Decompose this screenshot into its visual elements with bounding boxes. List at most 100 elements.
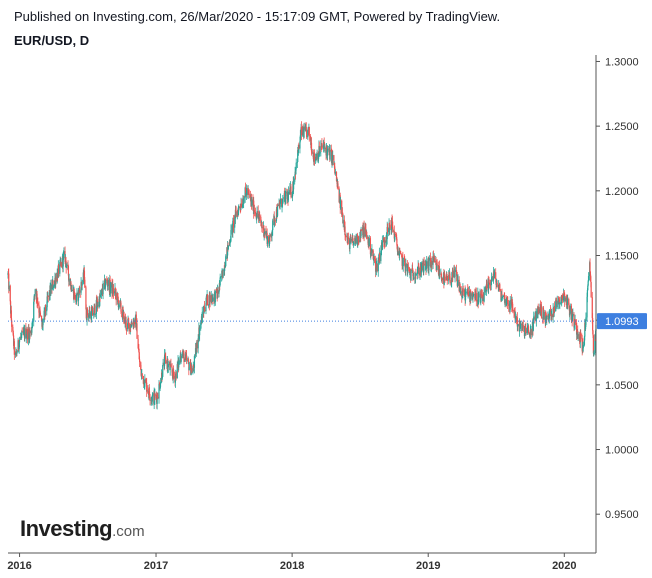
candle-body: [104, 285, 106, 289]
candle-body: [368, 238, 370, 247]
candle-body: [57, 268, 59, 278]
candle-body: [562, 293, 565, 301]
candle-body: [162, 362, 164, 366]
candle-body: [151, 395, 153, 402]
candle-body: [287, 191, 289, 201]
candle-body: [559, 303, 561, 304]
candle-body: [94, 313, 96, 316]
candle-body: [218, 290, 220, 294]
candle-body: [436, 263, 438, 266]
candle-body: [359, 232, 361, 242]
candle-body: [478, 296, 480, 298]
candle-body: [582, 344, 584, 349]
candle-body: [28, 328, 30, 332]
candle-body: [102, 284, 104, 295]
candle-body: [115, 292, 117, 301]
candle-body: [85, 309, 87, 319]
candle-body: [39, 312, 42, 316]
candle-body: [558, 299, 561, 304]
candle-body: [507, 296, 509, 304]
candle-body: [172, 369, 175, 376]
candle-body: [31, 327, 33, 333]
candle-body: [592, 330, 594, 336]
candle-body: [592, 335, 594, 354]
candle-body: [369, 238, 372, 255]
candle-body: [59, 261, 61, 274]
candle-body: [561, 298, 563, 301]
candle-body: [593, 353, 595, 354]
candle-body: [138, 352, 140, 360]
candle-body: [415, 273, 417, 276]
candle-body: [381, 241, 383, 250]
candle-body: [564, 297, 566, 302]
candle-body: [195, 348, 197, 354]
candle-body: [375, 258, 377, 272]
candle-body: [272, 220, 274, 231]
candle-body: [16, 352, 18, 354]
candle-body: [467, 291, 470, 297]
candle-body: [222, 269, 224, 278]
candle-body: [68, 278, 70, 282]
candle-body: [586, 296, 588, 318]
candle-body: [449, 279, 451, 284]
candle-body: [484, 287, 486, 292]
candle-body: [156, 394, 158, 404]
candle-body: [253, 210, 256, 213]
candle-body: [95, 299, 97, 314]
candle-body: [247, 190, 250, 193]
candle-body: [284, 193, 287, 204]
candle-body: [404, 258, 406, 266]
candle-body: [394, 234, 397, 235]
candle-body: [224, 266, 226, 268]
candle-body: [530, 329, 532, 336]
candle-body: [251, 199, 253, 206]
x-tick-label: 2020: [552, 560, 576, 572]
candle-body: [159, 382, 162, 387]
candle-body: [306, 130, 308, 138]
candle-body: [141, 373, 143, 376]
candle-body: [274, 218, 276, 221]
candle-body: [573, 314, 575, 328]
candle-body: [24, 328, 26, 338]
candle-body: [145, 379, 147, 383]
candle-body: [47, 295, 49, 297]
candle-body: [527, 327, 529, 329]
candle-body: [235, 211, 237, 217]
candle-body: [13, 341, 15, 355]
candle-body: [243, 198, 245, 203]
candle-body: [576, 322, 578, 335]
candle-body: [360, 229, 362, 237]
candle-body: [165, 356, 167, 364]
candle-body: [548, 310, 550, 319]
candle-body: [495, 272, 497, 280]
candle-body: [167, 364, 169, 368]
candle-body: [146, 390, 149, 392]
candle-body: [144, 379, 146, 387]
candle-body: [86, 308, 89, 316]
candle-body: [125, 320, 127, 329]
candle-body: [491, 276, 493, 278]
candle-body: [295, 168, 297, 175]
candle-body: [146, 382, 148, 392]
candle-body: [52, 280, 54, 288]
candle-body: [164, 354, 166, 366]
candle-body: [26, 329, 28, 340]
candle-body: [410, 270, 412, 281]
candle-body: [117, 299, 119, 308]
candle-body: [238, 206, 240, 208]
candle-body: [333, 155, 335, 166]
candle-body: [520, 323, 522, 326]
x-tick-label: 2018: [280, 560, 304, 572]
candle-body: [577, 334, 579, 337]
candle-body: [85, 287, 87, 310]
candle-body: [423, 260, 425, 266]
candle-body: [482, 297, 484, 301]
candle-body: [384, 240, 386, 243]
candle-body: [311, 151, 313, 154]
candle-body: [453, 269, 455, 278]
candle-body: [329, 149, 331, 160]
candle-body: [567, 299, 569, 305]
candle-body: [125, 328, 128, 330]
x-tick-label: 2019: [416, 560, 440, 572]
